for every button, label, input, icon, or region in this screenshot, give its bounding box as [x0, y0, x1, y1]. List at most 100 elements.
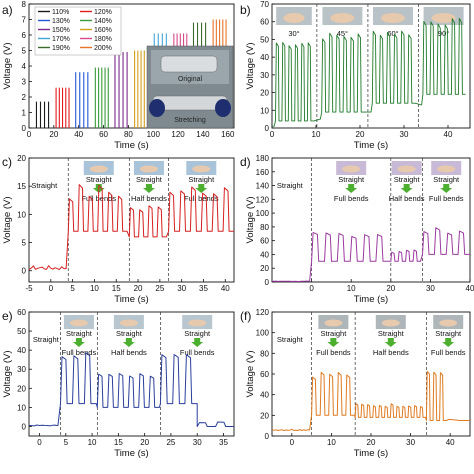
y-tick-label: 0	[22, 124, 27, 133]
x-tick-label: -5	[25, 284, 33, 293]
inset-label-stretching: Stretching	[174, 117, 206, 124]
y-tick-label: 120	[256, 195, 270, 204]
x-tick-label: 100	[147, 130, 161, 139]
y-tick-label: 6	[22, 31, 27, 40]
legend-entry: 180%	[94, 36, 112, 43]
x-tick-label: 0	[290, 438, 295, 447]
annotation-label: Straight	[320, 329, 347, 338]
panel-label: a)	[2, 3, 13, 17]
angle-label: 45°	[337, 29, 348, 38]
series-line	[28, 184, 234, 271]
finger-photo	[381, 13, 405, 23]
y-tick-label: 40	[17, 346, 26, 355]
x-tick-label: 10	[327, 438, 336, 447]
y-tick-label: 20	[17, 384, 26, 393]
y-tick-label: 10	[260, 106, 269, 115]
annotation-label: Straight	[188, 175, 215, 184]
x-tick-label: 0	[309, 284, 314, 293]
panel-1: 0 10 20 30 40 0 10 20 30 40 50 60 70 Time (s) Voltage …	[240, 0, 471, 151]
y-tick-label: 40	[260, 250, 269, 259]
series-line	[28, 352, 234, 427]
annotation-label: Straight	[86, 175, 113, 184]
y-tick-label: 80	[260, 349, 269, 358]
y-tick-label: 3	[22, 78, 27, 87]
inset-label-original: Original	[178, 76, 203, 83]
angle-label: 30°	[288, 29, 299, 38]
legend: 110% 120% 130% 140% 150% 160% 170% 180% 190% 200%	[34, 6, 122, 56]
panel-5: 0 10 20 30 40 0 20 40 60 80 100 120 Time (s) Voltage …	[240, 308, 471, 459]
x-axis-title: Time (s)	[114, 448, 148, 459]
plot-frame	[271, 157, 471, 283]
y-tick-label: 70	[260, 0, 269, 9]
annotation-straight: Straight	[277, 335, 304, 344]
annotation-label: Straight	[435, 329, 462, 338]
down-arrow-icon	[345, 184, 358, 193]
y-axis-title: Voltage (V)	[2, 351, 13, 398]
annotation-label: Full bends	[431, 348, 466, 357]
annotation-label: Straight	[378, 329, 405, 338]
x-tick-label: 0	[270, 130, 275, 139]
hand-photo	[188, 319, 207, 327]
x-tick-label: 20	[386, 284, 395, 293]
y-tick-label: 20	[260, 89, 269, 98]
x-tick-label: 30	[426, 284, 435, 293]
y-tick-label: 5	[22, 239, 27, 248]
down-arrow-icon	[400, 184, 413, 193]
down-arrow-icon	[142, 184, 155, 193]
y-axis-title: Voltage (V)	[245, 351, 256, 398]
annotation-label: Straight	[136, 175, 163, 184]
y-tick-label: 20	[260, 411, 269, 420]
hand-photo	[342, 165, 361, 173]
down-arrow-icon	[191, 338, 204, 347]
x-tick-label: 10	[90, 284, 99, 293]
legend-entry: 110%	[52, 9, 69, 16]
y-tick-label: 15	[17, 182, 26, 191]
y-tick-label: 30	[17, 365, 26, 374]
x-tick-label: 15	[114, 438, 123, 447]
y-tick-label: 20	[17, 154, 26, 163]
x-tick-label: 60	[99, 130, 108, 139]
down-arrow-icon	[440, 184, 453, 193]
hand-photo	[89, 165, 108, 173]
panel-label: b)	[240, 3, 251, 17]
finger-photo	[330, 13, 355, 23]
y-tick-label: 0	[22, 267, 27, 276]
y-tick-label: 5	[22, 47, 27, 56]
y-tick-label: 40	[260, 53, 269, 62]
y-tick-label: 0	[265, 432, 270, 441]
x-tick-label: 30	[400, 130, 409, 139]
y-tick-label: 80	[260, 223, 269, 232]
x-tick-label: 30	[193, 438, 202, 447]
annotation-label: Half bends	[111, 348, 147, 357]
annotation-label: Half bends	[373, 348, 409, 357]
x-tick-label: 40	[444, 130, 453, 139]
y-tick-label: 60	[17, 308, 26, 317]
y-tick-label: 50	[260, 35, 269, 44]
plot-frame	[28, 311, 235, 437]
x-tick-label: 30	[406, 438, 415, 447]
x-tick-label: 20	[49, 130, 58, 139]
x-tick-label: 10	[312, 130, 321, 139]
panel-0: 0 20 40 60 80 100 120 140 160 0 1 2 3 4 5 6 7 8 Time (s) Vo…	[2, 0, 235, 151]
y-tick-label: 50	[17, 327, 26, 336]
y-tick-label: 20	[260, 264, 269, 273]
x-tick-label: 10	[88, 438, 97, 447]
annotation-label: Full bends	[429, 194, 464, 203]
plot-frame	[271, 3, 471, 129]
y-tick-label: 120	[256, 308, 270, 317]
annotation-straight: Straight	[31, 181, 58, 190]
down-arrow-icon	[72, 338, 85, 347]
finger-photo	[431, 13, 456, 23]
x-tick-label: 15	[112, 284, 121, 293]
legend-entry: 120%	[94, 9, 112, 16]
legend-entry: 130%	[52, 18, 70, 25]
hand-photo	[119, 319, 138, 327]
panel-3: 0 10 20 30 40 0 20 40 60 80 100 120 140 160 180 Time (s…	[240, 154, 474, 305]
y-tick-label: 100	[256, 209, 270, 218]
x-tick-label: 25	[166, 438, 175, 447]
y-axis-title: Voltage (V)	[245, 43, 256, 90]
annotation-label: Full bends	[62, 348, 97, 357]
